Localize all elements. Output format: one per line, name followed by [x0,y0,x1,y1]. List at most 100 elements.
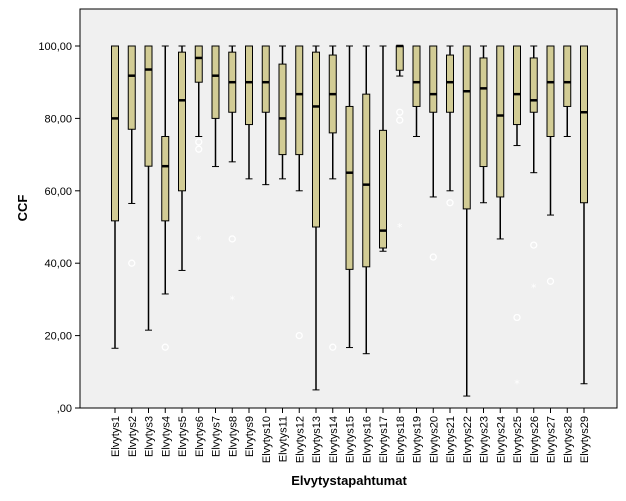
box-iqr [395,45,404,71]
box-Elvytys29 [580,45,588,385]
box-series: * * * * * [111,44,588,397]
x-tick-label-23: Elvytys24 [495,416,507,463]
outlier-circle [396,116,404,124]
outlier-circle [429,253,437,261]
box-iqr [563,45,572,107]
outlier-star: * [531,281,537,294]
x-tick-label-11: Elvytys12 [294,416,306,463]
box-iqr [211,45,220,119]
x-tick-label-2: Elvytys3 [144,416,156,457]
box-Elvytys14 [328,45,337,351]
x-tick-label-10: Elvytys11 [278,416,290,462]
box-Elvytys22 [462,45,471,397]
outlier-star: * [514,378,520,391]
y-tick-label-2: 40,00 [44,258,72,270]
box-iqr [178,51,186,192]
box-Elvytys12 [295,45,304,340]
box-iqr [546,45,555,137]
y-axis-title: CCF [15,195,30,222]
y-tick-label-3: 60,00 [44,186,72,198]
box-Elvytys3 [144,45,153,331]
x-tick-label-18: Elvytys19 [412,416,424,463]
y-tick-label-0: ,00 [57,403,72,415]
x-tick-label-4: Elvytys5 [177,416,189,457]
x-tick-label-21: Elvytys22 [462,416,474,463]
x-tick-label-7: Elvytys8 [227,416,239,457]
x-tick-label-17: Elvytys18 [395,416,407,463]
box-Elvytys16 [362,45,371,355]
box-iqr [513,45,521,126]
outlier-circle [195,138,203,146]
x-tick-label-26: Elvytys27 [546,416,558,463]
outlier-circle [195,145,203,153]
box-Elvytys7 [211,45,220,168]
outlier-circle [396,108,404,116]
box-Elvytys4 [161,45,170,351]
x-axis: Elvytys1 Elvytys2 Elvytys3 Elvytys4 Elvytys5… [110,408,591,463]
x-tick-label-5: Elvytys6 [194,416,206,457]
x-tick-label-25: Elvytys26 [529,416,541,463]
box-Elvytys19 [412,45,421,137]
box-iqr [111,45,119,222]
x-axis-title: Elvytystapahtumat [291,473,407,488]
y-tick-label-4: 80,00 [44,113,72,125]
box-Elvytys18: * [395,44,404,234]
box-Elvytys20 [429,45,438,261]
box-iqr [345,105,354,270]
box-iqr [580,45,588,204]
box-Elvytys28 [563,45,572,137]
box-iqr [529,57,538,113]
box-iqr [462,45,471,210]
box-iqr [278,63,287,156]
box-iqr [295,45,304,156]
box-Elvytys24 [496,45,505,240]
outlier-star: * [196,234,202,247]
x-tick-label-14: Elvytys15 [345,416,357,463]
outlier-circle [513,313,521,322]
outlier-star: * [230,293,236,306]
box-Elvytys13 [312,45,320,391]
outlier-circle [161,343,169,351]
box-iqr [245,45,253,126]
box-Elvytys23 [479,45,488,204]
x-tick-label-8: Elvytys9 [244,416,256,457]
x-tick-label-24: Elvytys25 [512,416,524,463]
outlier-circle [329,343,337,351]
x-tick-label-15: Elvytys16 [361,416,373,463]
box-Elvytys8: * [228,45,237,306]
outlier-circle [228,235,236,243]
box-Elvytys17 [379,45,387,252]
box-Elvytys2 [127,45,136,267]
box-Elvytys15 [345,45,354,349]
x-tick-label-19: Elvytys20 [428,416,440,463]
x-tick-label-12: Elvytys13 [311,416,323,463]
box-Elvytys1 [111,45,119,349]
box-iqr [127,45,136,130]
box-Elvytys21 [446,45,454,207]
x-tick-label-9: Elvytys10 [261,416,273,463]
box-iqr [194,45,203,83]
outlier-circle [295,331,303,340]
box-iqr [379,129,387,249]
box-iqr [144,45,153,167]
box-iqr [412,45,421,107]
x-tick-label-16: Elvytys17 [378,416,390,463]
box-Elvytys26: * [529,45,538,294]
y-tick-label-5: 100,00 [38,41,72,53]
x-tick-label-6: Elvytys7 [211,416,223,457]
box-Elvytys11 [278,45,287,180]
box-iqr [362,93,371,268]
box-iqr [261,45,270,113]
x-tick-label-3: Elvytys4 [160,416,172,457]
box-iqr [312,51,320,228]
outlier-circle [546,277,555,285]
x-tick-label-1: Elvytys2 [127,416,139,457]
box-Elvytys9 [245,45,253,180]
x-tick-label-22: Elvytys23 [479,416,491,463]
outlier-star: * [397,221,403,234]
x-tick-label-0: Elvytys1 [110,416,122,457]
x-tick-label-13: Elvytys14 [328,416,340,463]
box-iqr [161,136,170,222]
box-iqr [446,54,454,113]
box-Elvytys25: * [513,45,521,391]
